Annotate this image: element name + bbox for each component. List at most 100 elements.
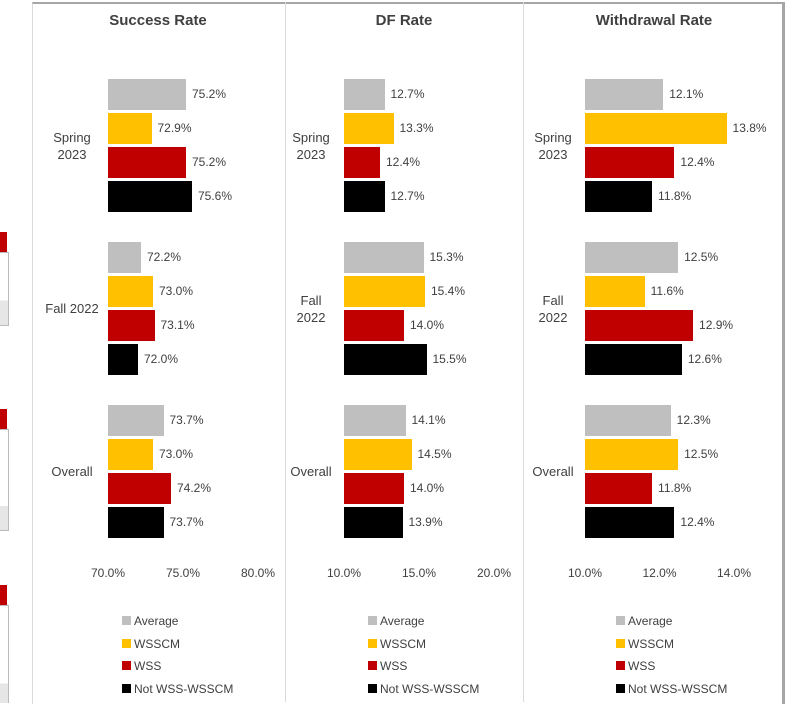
legend-swatch <box>122 661 131 671</box>
value-label: 75.6% <box>198 189 233 203</box>
bar <box>344 310 404 341</box>
legend-label: Average <box>134 614 179 628</box>
legend-swatch <box>368 661 377 671</box>
bar <box>108 310 155 341</box>
legend-label: WSS <box>380 659 408 674</box>
value-label: 14.5% <box>417 447 452 461</box>
bar <box>585 147 675 178</box>
value-label: 74.2% <box>177 481 212 495</box>
bar <box>585 113 727 144</box>
bar <box>344 113 394 144</box>
category-label: Overall <box>290 464 332 479</box>
value-label: 73.1% <box>160 318 195 332</box>
value-label: 15.5% <box>432 352 467 366</box>
bar <box>344 276 425 307</box>
bar <box>585 181 653 212</box>
legend-swatch <box>368 684 377 694</box>
value-label: 12.5% <box>684 250 719 264</box>
bar <box>585 405 671 436</box>
value-label: 12.4% <box>386 155 421 169</box>
bar <box>585 79 664 110</box>
category-label: Overall <box>532 464 574 479</box>
legend-swatch <box>368 616 377 625</box>
value-label: 12.1% <box>669 87 704 101</box>
value-label: 12.7% <box>390 87 425 101</box>
bar <box>344 507 403 538</box>
bar <box>344 147 380 178</box>
value-label: 13.3% <box>399 121 434 135</box>
bar <box>585 276 645 307</box>
frame <box>32 2 785 704</box>
x-tick-label: 70.0% <box>90 566 126 580</box>
chart-title: Success Rate <box>109 12 207 29</box>
chart-title: DF Rate <box>375 12 433 29</box>
bar <box>585 242 679 273</box>
fragment-cell <box>0 409 7 429</box>
bar <box>585 473 653 504</box>
bar <box>108 507 164 538</box>
bar <box>585 344 682 375</box>
bar <box>344 473 404 504</box>
value-label: 73.0% <box>159 284 194 298</box>
category-label: Fall 2022 <box>45 301 99 316</box>
bar <box>344 181 385 212</box>
legend-label: Average <box>628 614 673 628</box>
bar <box>344 79 385 110</box>
value-label: 14.1% <box>411 413 446 427</box>
fragment-cell <box>0 232 7 252</box>
fragment-row <box>0 429 9 531</box>
value-label: 15.3% <box>429 250 464 264</box>
value-label: 14.0% <box>410 318 445 332</box>
x-tick-label: 80.0% <box>240 566 276 580</box>
bar <box>108 344 138 375</box>
x-tick-label: 10.0% <box>567 566 603 580</box>
fragment-cell <box>0 585 7 605</box>
value-label: 11.8% <box>658 481 692 495</box>
legend-swatch <box>616 684 625 694</box>
x-tick-label: 20.0% <box>476 566 512 580</box>
legend-swatch <box>122 616 131 625</box>
legend-label: WSSCM <box>380 636 426 651</box>
legend-label: Not WSS-WSSCM <box>628 682 728 697</box>
fragment-row <box>0 252 9 326</box>
value-label: 12.5% <box>684 447 719 461</box>
category-label: Fall 2022 <box>296 292 326 325</box>
value-label: 13.8% <box>732 121 767 135</box>
bar <box>108 405 164 436</box>
x-tick-label: 15.0% <box>401 566 437 580</box>
fragment-row <box>0 605 9 703</box>
bar <box>108 79 186 110</box>
bar <box>344 344 427 375</box>
category-label: Spring 2023 <box>53 129 91 162</box>
category-label: Spring 2023 <box>292 129 330 162</box>
bar <box>108 113 152 144</box>
value-label: 11.6% <box>650 284 684 298</box>
x-tick-label: 10.0% <box>326 566 362 580</box>
legend-label: WSS <box>628 659 656 674</box>
legend-swatch <box>368 638 377 648</box>
chart-title: Withdrawal Rate <box>595 12 713 29</box>
legend-label: Not WSS-WSSCM <box>134 682 234 697</box>
bar <box>585 439 679 470</box>
value-label: 13.9% <box>408 515 443 529</box>
x-tick-label: 12.0% <box>642 566 677 580</box>
value-label: 73.0% <box>159 447 194 461</box>
legend-swatch <box>616 661 625 671</box>
category-label: Overall <box>51 464 93 479</box>
left-fragment <box>0 0 32 703</box>
legend-label: WSSCM <box>628 636 674 651</box>
value-label: 12.6% <box>687 352 722 366</box>
value-label: 72.0% <box>144 352 179 366</box>
bar <box>585 507 675 538</box>
value-label: 11.8% <box>658 189 692 203</box>
bar <box>108 473 171 504</box>
bar <box>585 310 694 341</box>
bar <box>108 242 141 273</box>
legend-label: WSSCM <box>134 636 180 651</box>
bar <box>108 439 153 470</box>
bar <box>344 242 424 273</box>
value-label: 14.0% <box>410 481 445 495</box>
value-label: 72.9% <box>157 121 192 135</box>
legend-label: WSS <box>134 659 162 674</box>
